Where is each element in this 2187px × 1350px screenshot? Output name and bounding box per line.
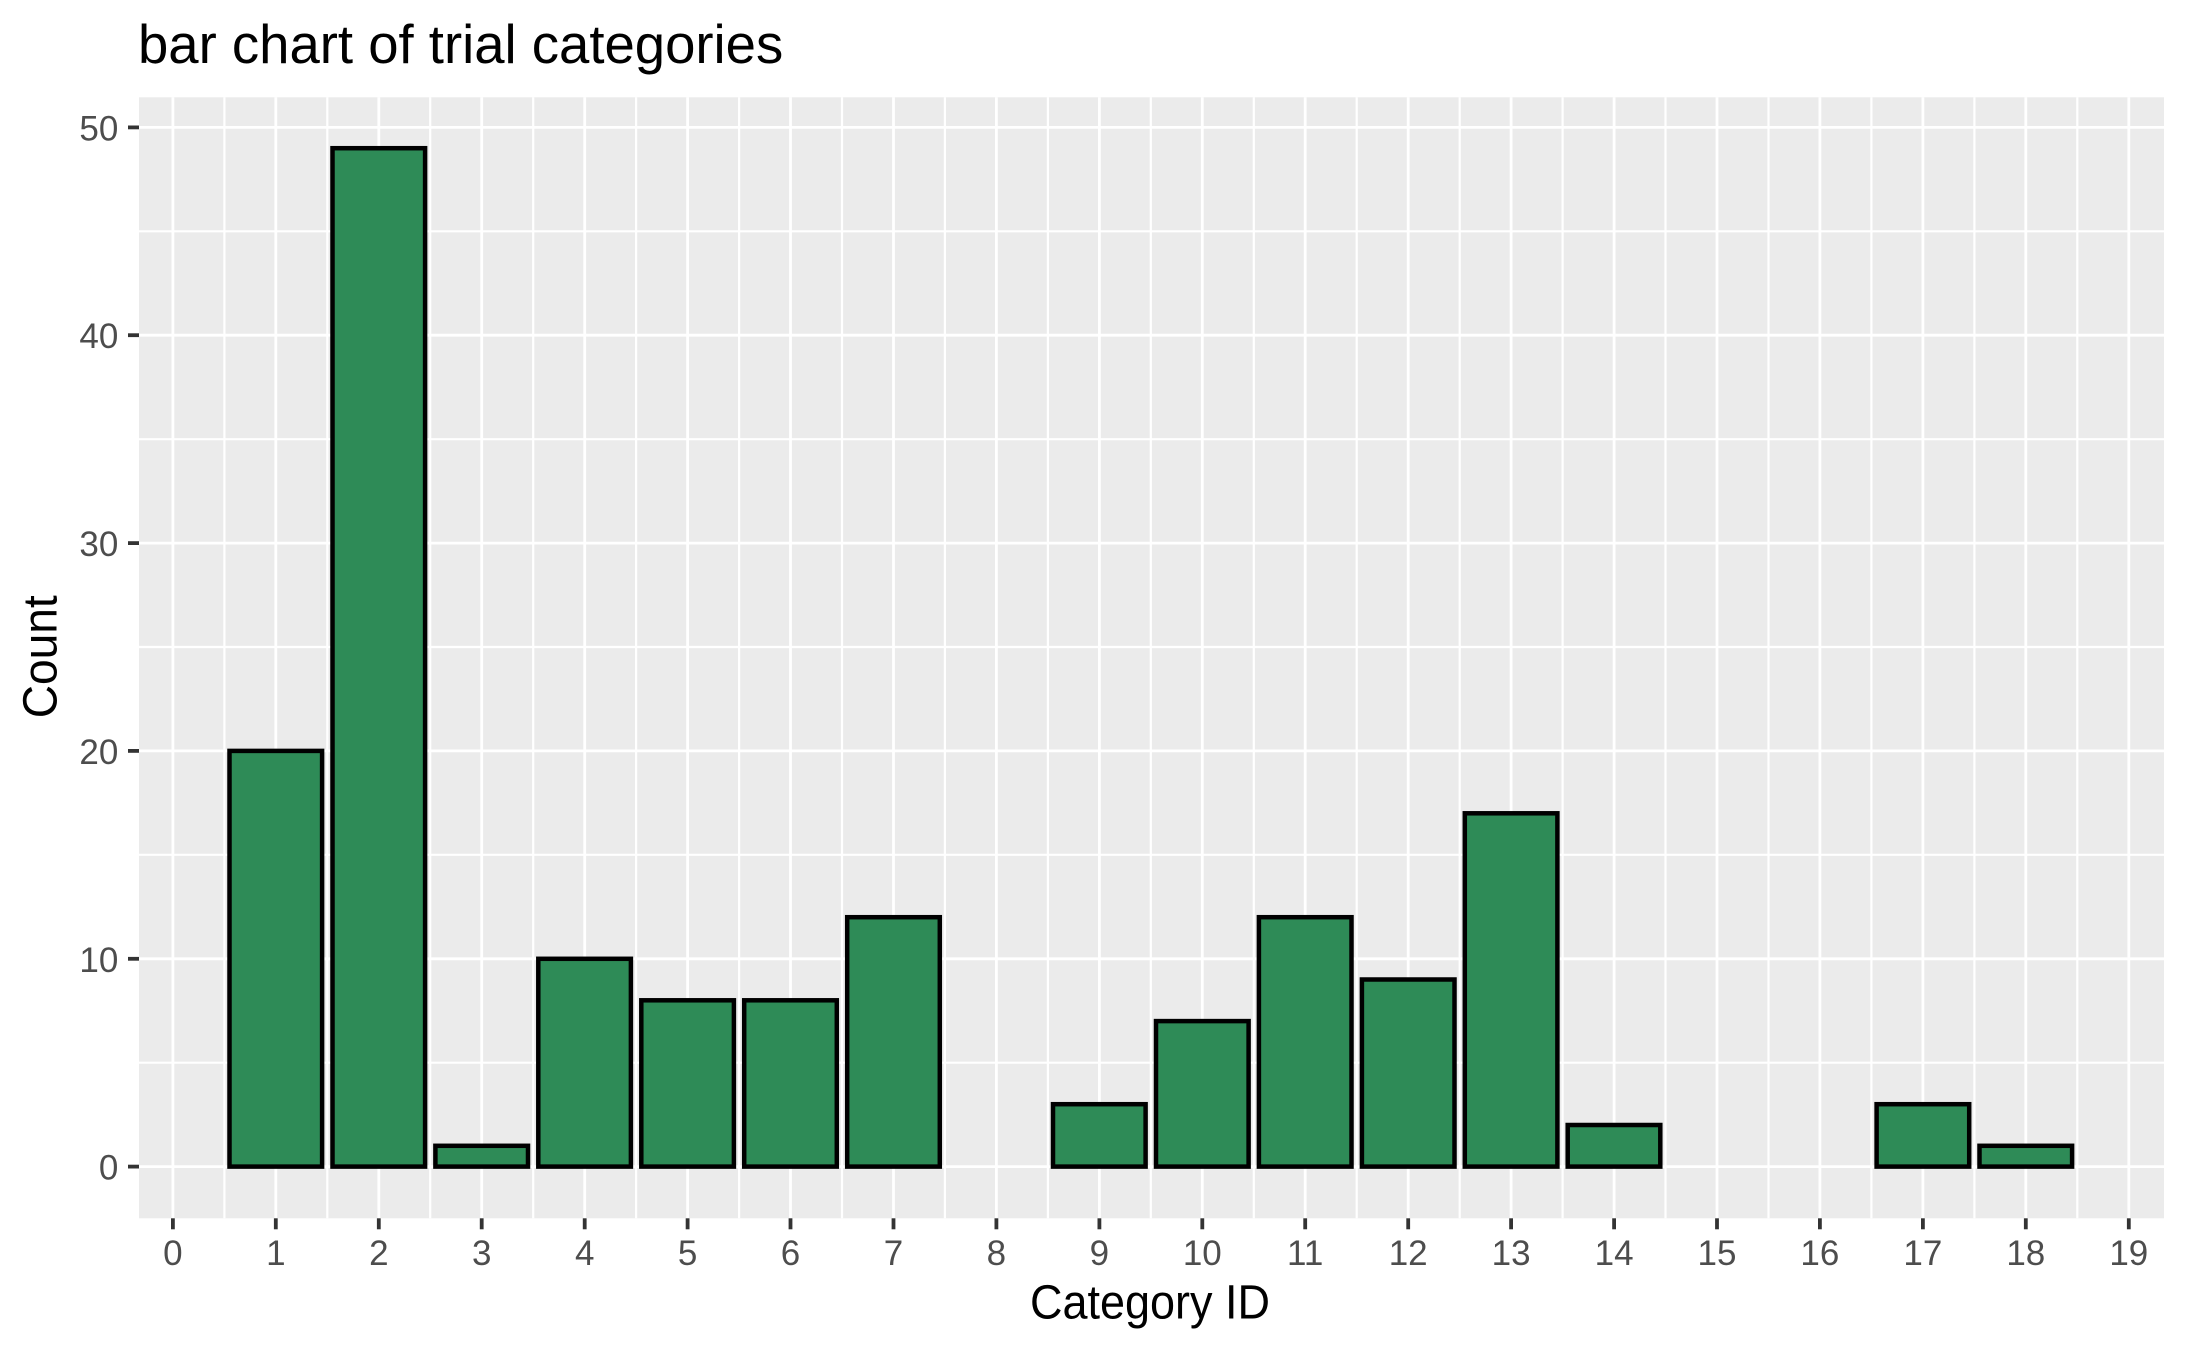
svg-text:1: 1 (266, 1234, 285, 1273)
svg-text:Count: Count (15, 595, 68, 718)
svg-text:14: 14 (1595, 1234, 1634, 1273)
svg-text:20: 20 (79, 733, 118, 772)
svg-text:10: 10 (1183, 1234, 1222, 1273)
svg-text:5: 5 (678, 1234, 697, 1273)
svg-text:0: 0 (99, 1149, 118, 1188)
svg-text:10: 10 (79, 941, 118, 980)
svg-text:8: 8 (987, 1234, 1006, 1273)
svg-text:50: 50 (79, 109, 118, 148)
svg-text:16: 16 (1800, 1234, 1839, 1273)
svg-text:9: 9 (1090, 1234, 1109, 1273)
svg-text:15: 15 (1698, 1234, 1737, 1273)
svg-text:2: 2 (369, 1234, 388, 1273)
svg-text:0: 0 (163, 1234, 182, 1273)
svg-text:bar chart of trial categories: bar chart of trial categories (138, 14, 783, 75)
svg-text:30: 30 (79, 525, 118, 564)
svg-text:11: 11 (1287, 1234, 1323, 1273)
svg-text:7: 7 (884, 1234, 903, 1273)
svg-text:19: 19 (2109, 1234, 2148, 1273)
svg-text:Category ID: Category ID (1030, 1276, 1270, 1329)
svg-text:13: 13 (1492, 1234, 1531, 1273)
svg-text:18: 18 (2006, 1234, 2045, 1273)
svg-text:40: 40 (79, 317, 118, 356)
svg-text:17: 17 (1903, 1234, 1942, 1273)
svg-text:4: 4 (575, 1234, 594, 1273)
svg-text:12: 12 (1389, 1234, 1428, 1273)
svg-text:6: 6 (781, 1234, 800, 1273)
svg-text:3: 3 (472, 1234, 491, 1273)
